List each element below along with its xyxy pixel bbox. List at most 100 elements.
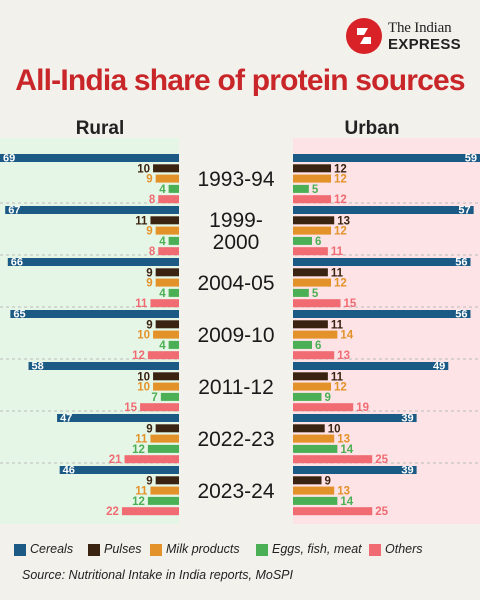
- rural-value-eggs-fish-meat-1999-2000: 4: [159, 236, 166, 248]
- urban-bar-others-2022-23: [293, 455, 373, 464]
- urban-value-eggs-fish-meat-2023-24: 14: [340, 496, 353, 508]
- urban-bar-milk-products-2009-10: [293, 330, 338, 339]
- urban-value-cereals-1999-2000: 57: [458, 205, 470, 217]
- rural-bar-cereals-2023-24: [59, 466, 179, 474]
- rural-value-others-2011-12: 15: [124, 402, 137, 414]
- rural-value-milk-products-1999-2000: 9: [146, 226, 152, 238]
- year-label-2004-05: 2004-05: [197, 272, 274, 295]
- rural-value-eggs-fish-meat-2004-05: 4: [159, 288, 166, 300]
- urban-bar-others-2009-10: [293, 351, 335, 360]
- rural-value-milk-products-2022-23: 11: [135, 434, 148, 446]
- rural-bar-milk-products-2023-24: [150, 486, 179, 495]
- legend-label-others: Others: [385, 542, 423, 556]
- rural-bar-pulses-2023-24: [155, 476, 179, 485]
- rural-value-eggs-fish-meat-2022-23: 12: [132, 444, 145, 456]
- urban-bar-eggs-fish-meat-2009-10: [293, 340, 313, 349]
- rural-value-cereals-2023-24: 46: [63, 465, 75, 477]
- rural-bar-milk-products-2004-05: [155, 278, 179, 287]
- rural-value-pulses-2022-23: 9: [146, 423, 152, 435]
- urban-value-others-1999-2000: 11: [331, 246, 344, 258]
- rural-value-others-2009-10: 12: [132, 350, 145, 362]
- rural-bar-eggs-fish-meat-2011-12: [160, 392, 179, 401]
- rural-bar-pulses-2022-23: [155, 424, 179, 433]
- rural-bar-others-1999-2000: [158, 247, 179, 256]
- brand-logo: The Indian EXPRESS: [346, 14, 470, 58]
- legend: Cereals Pulses Milk products Eggs, fish,…: [14, 542, 474, 560]
- rural-bar-cereals-1999-2000: [5, 206, 180, 214]
- year-label-2011-12: 2011-12: [198, 376, 274, 399]
- rural-value-pulses-2011-12: 10: [137, 371, 150, 383]
- urban-bar-cereals-2023-24: [293, 466, 417, 474]
- year-label-1999-2000: 1999-: [209, 209, 263, 232]
- urban-value-milk-products-2011-12: 12: [334, 382, 347, 394]
- urban-bar-cereals-2009-10: [293, 310, 471, 318]
- urban-value-milk-products-2009-10: 14: [340, 330, 353, 342]
- rural-bar-others-2022-23: [124, 455, 179, 464]
- urban-bar-pulses-1993-94: [293, 164, 332, 173]
- rural-bar-eggs-fish-meat-2009-10: [168, 340, 179, 349]
- urban-bar-others-1993-94: [293, 195, 332, 204]
- brand-name-line2: EXPRESS: [388, 36, 461, 53]
- rural-bar-eggs-fish-meat-1993-94: [168, 184, 179, 193]
- rural-bar-others-2004-05: [150, 299, 179, 308]
- rural-value-milk-products-2023-24: 11: [135, 486, 148, 498]
- rural-value-milk-products-2004-05: 9: [146, 278, 152, 290]
- urban-value-cereals-2011-12: 49: [433, 361, 445, 373]
- rural-bar-others-2009-10: [147, 351, 179, 360]
- rural-value-eggs-fish-meat-1993-94: 4: [159, 184, 166, 196]
- urban-bar-milk-products-2004-05: [293, 278, 332, 287]
- rural-bar-pulses-2009-10: [155, 320, 179, 329]
- urban-bar-others-2004-05: [293, 299, 341, 308]
- legend-label-milk: Milk products: [166, 542, 240, 556]
- page-title: All-India share of protein sources: [15, 64, 465, 97]
- urban-bar-milk-products-2022-23: [293, 434, 335, 443]
- urban-value-pulses-2009-10: 11: [331, 319, 344, 331]
- rural-bar-pulses-1999-2000: [150, 216, 179, 225]
- rural-bar-others-2023-24: [121, 507, 179, 516]
- urban-bar-others-1999-2000: [293, 247, 328, 256]
- rural-value-pulses-2009-10: 9: [146, 319, 152, 331]
- rural-bar-milk-products-2022-23: [150, 434, 179, 443]
- rural-value-pulses-2004-05: 9: [146, 267, 152, 279]
- urban-bar-eggs-fish-meat-2023-24: [293, 496, 338, 505]
- year-label-2023-24: 2023-24: [197, 480, 274, 503]
- urban-bar-pulses-2009-10: [293, 320, 328, 329]
- urban-value-others-1993-94: 12: [334, 194, 347, 206]
- urban-value-cereals-2009-10: 56: [455, 309, 467, 321]
- rural-bar-milk-products-1993-94: [155, 174, 179, 183]
- rural-bar-cereals-2004-05: [7, 258, 180, 266]
- urban-value-others-2022-23: 25: [375, 454, 388, 466]
- urban-bar-pulses-2004-05: [293, 268, 328, 277]
- rural-bar-others-2011-12: [140, 403, 179, 412]
- urban-value-others-2011-12: 19: [356, 402, 369, 414]
- rural-value-cereals-2011-12: 58: [32, 361, 44, 373]
- urban-bar-others-2011-12: [293, 403, 354, 412]
- urban-value-others-2009-10: 13: [337, 350, 350, 362]
- urban-bar-cereals-1993-94: [293, 154, 480, 162]
- rural-value-milk-products-1993-94: 9: [146, 174, 152, 186]
- legend-swatch-pulses: [88, 544, 100, 556]
- rural-value-milk-products-2009-10: 10: [137, 330, 150, 342]
- urban-value-eggs-fish-meat-2004-05: 5: [312, 288, 319, 300]
- rural-value-cereals-2009-10: 65: [13, 309, 25, 321]
- urban-bar-cereals-2011-12: [293, 362, 449, 370]
- urban-bar-milk-products-2023-24: [293, 486, 335, 495]
- urban-value-eggs-fish-meat-2009-10: 6: [315, 340, 321, 352]
- year-label-1993-94: 1993-94: [197, 168, 274, 191]
- brand-mark-icon: [346, 18, 382, 54]
- urban-value-pulses-1999-2000: 13: [337, 215, 350, 227]
- urban-value-others-2023-24: 25: [375, 506, 388, 518]
- rural-value-others-1993-94: 8: [149, 194, 156, 206]
- urban-bar-pulses-2011-12: [293, 372, 328, 381]
- urban-bar-eggs-fish-meat-1993-94: [293, 184, 309, 193]
- rural-value-cereals-2004-05: 66: [11, 257, 23, 269]
- rural-value-others-2004-05: 11: [135, 298, 148, 310]
- rural-bar-eggs-fish-meat-2004-05: [168, 288, 179, 297]
- rural-value-cereals-2022-23: 47: [60, 413, 72, 425]
- urban-value-cereals-2022-23: 39: [401, 413, 413, 425]
- urban-bar-pulses-2023-24: [293, 476, 322, 485]
- rural-value-cereals-1999-2000: 67: [8, 205, 20, 217]
- rural-bar-eggs-fish-meat-2022-23: [147, 444, 179, 453]
- urban-value-cereals-1993-94: 59: [465, 153, 477, 165]
